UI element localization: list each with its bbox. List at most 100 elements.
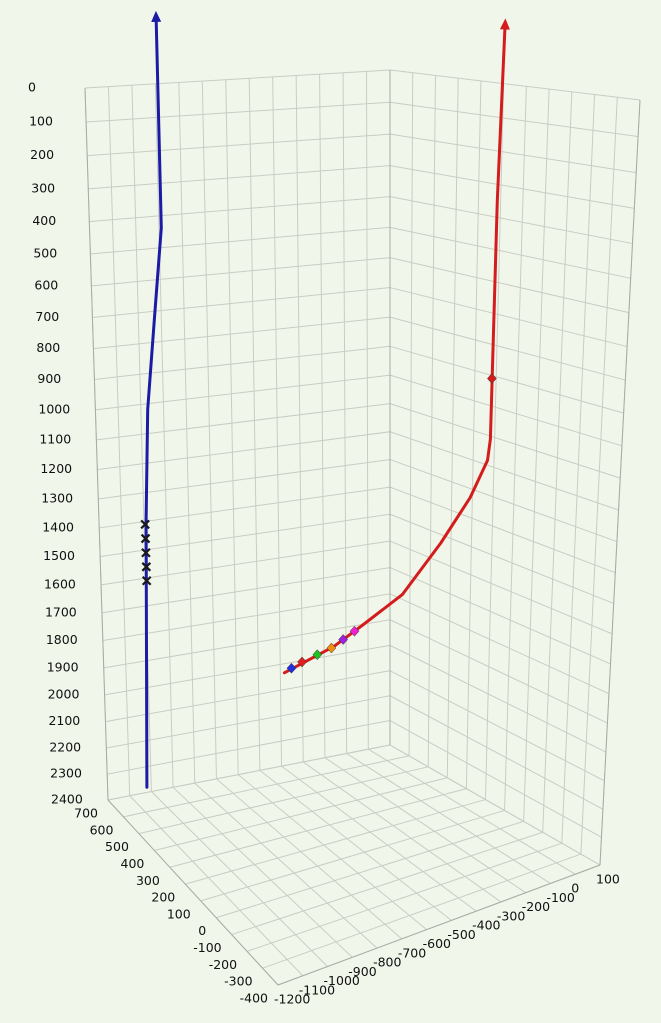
z-tick-label: 1200 [40,461,72,476]
grid-line [389,287,628,348]
grid-line [91,257,391,287]
z-tick-label: 300 [31,180,55,195]
grid-line [272,76,283,767]
z-tick-label: 2200 [49,740,81,755]
x-tick-label: 0 [571,881,579,896]
grid-line [389,133,637,174]
grid-line [106,695,391,749]
grid-line [389,165,635,209]
grid-line [107,744,391,801]
grid-line [295,75,304,762]
z-tick-label: 1500 [43,548,75,563]
grid-line [216,820,524,919]
y-tick-label: 100 [167,906,191,921]
grid-line [504,86,527,811]
z-tick-label: 1000 [38,401,70,416]
grid-line [542,91,573,833]
grid-line [389,513,614,604]
arrowhead [151,10,162,23]
grid-line [185,799,486,885]
z-tick-label: 2100 [48,713,80,728]
grid-line [103,619,391,669]
grid-line [129,795,304,977]
grid-line [389,196,633,245]
grid-line [346,753,551,884]
grid-line [324,757,526,894]
grid-line [94,345,391,380]
y-tick-label: -100 [193,940,221,955]
x-tick-label: -1100 [299,982,335,997]
grid-line [262,853,582,969]
grid-line [194,782,378,949]
grid-line [281,765,477,912]
x-tick-label: -800 [373,955,401,970]
y-tick-label: 600 [90,822,114,837]
grid-line [248,78,261,771]
grid-line [89,196,391,223]
grid-line [131,85,152,792]
marker [326,642,337,654]
z-tick-label: 1600 [44,576,76,591]
grid-line [389,374,623,447]
grid-line [225,79,239,775]
grid-line [389,316,626,381]
grid-line [389,644,607,753]
grid [84,69,641,986]
grid-line [389,567,611,665]
grid-line [86,101,391,123]
x-tick-label: -200 [522,899,550,914]
grid-line [101,567,391,614]
z-tick-label: 2400 [51,792,83,807]
grid-line [246,842,562,952]
marker [141,575,152,586]
grid-line [123,755,410,818]
box-edge [277,864,601,986]
grid-line [107,720,391,775]
grid-line [389,226,631,279]
grid-line [523,89,550,822]
z-tick-label: 1300 [41,490,73,505]
z-tick-label: 100 [29,114,53,129]
z-tick-label: 1400 [42,519,74,534]
z-tick-label: 700 [35,309,59,324]
marker [338,634,349,645]
grid-line [580,97,618,855]
grid-line [389,670,605,782]
x-tick-label: -1200 [274,992,310,1007]
z-tick-label: 500 [33,245,57,260]
y-tick-label: -200 [209,957,237,972]
marker [312,649,323,661]
well-trajectory [144,15,163,789]
grid-line [389,744,601,866]
y-tick-label: 700 [74,806,98,821]
marker [140,533,151,544]
z-tick-label: 400 [32,213,56,228]
grid-line [389,345,624,414]
y-tick-label: 400 [121,856,145,871]
x-tick-label: -1000 [324,973,360,988]
z-tick-label: 800 [36,340,60,355]
x-tick-label: -300 [497,908,525,923]
grid-line [107,86,131,796]
grid-line [237,774,427,931]
grid-line [427,75,436,767]
marker [141,547,151,558]
well-trajectory [282,22,507,675]
arrowhead [499,18,510,30]
y-tick-label: 200 [151,890,175,905]
grid-line [389,540,613,635]
grid-line [201,81,217,779]
grid-line [389,720,602,838]
grid-line [102,593,391,642]
grid-line [389,619,608,724]
grid-line [302,761,502,903]
x-tick-label: -600 [423,936,451,951]
x-tick-label: -700 [398,945,426,960]
x-tick-label: -400 [472,918,500,933]
grid-line [368,748,576,875]
grid-line [389,486,616,574]
x-tick-label: -900 [348,964,376,979]
grid-line [88,165,391,190]
grid-line [138,766,429,835]
